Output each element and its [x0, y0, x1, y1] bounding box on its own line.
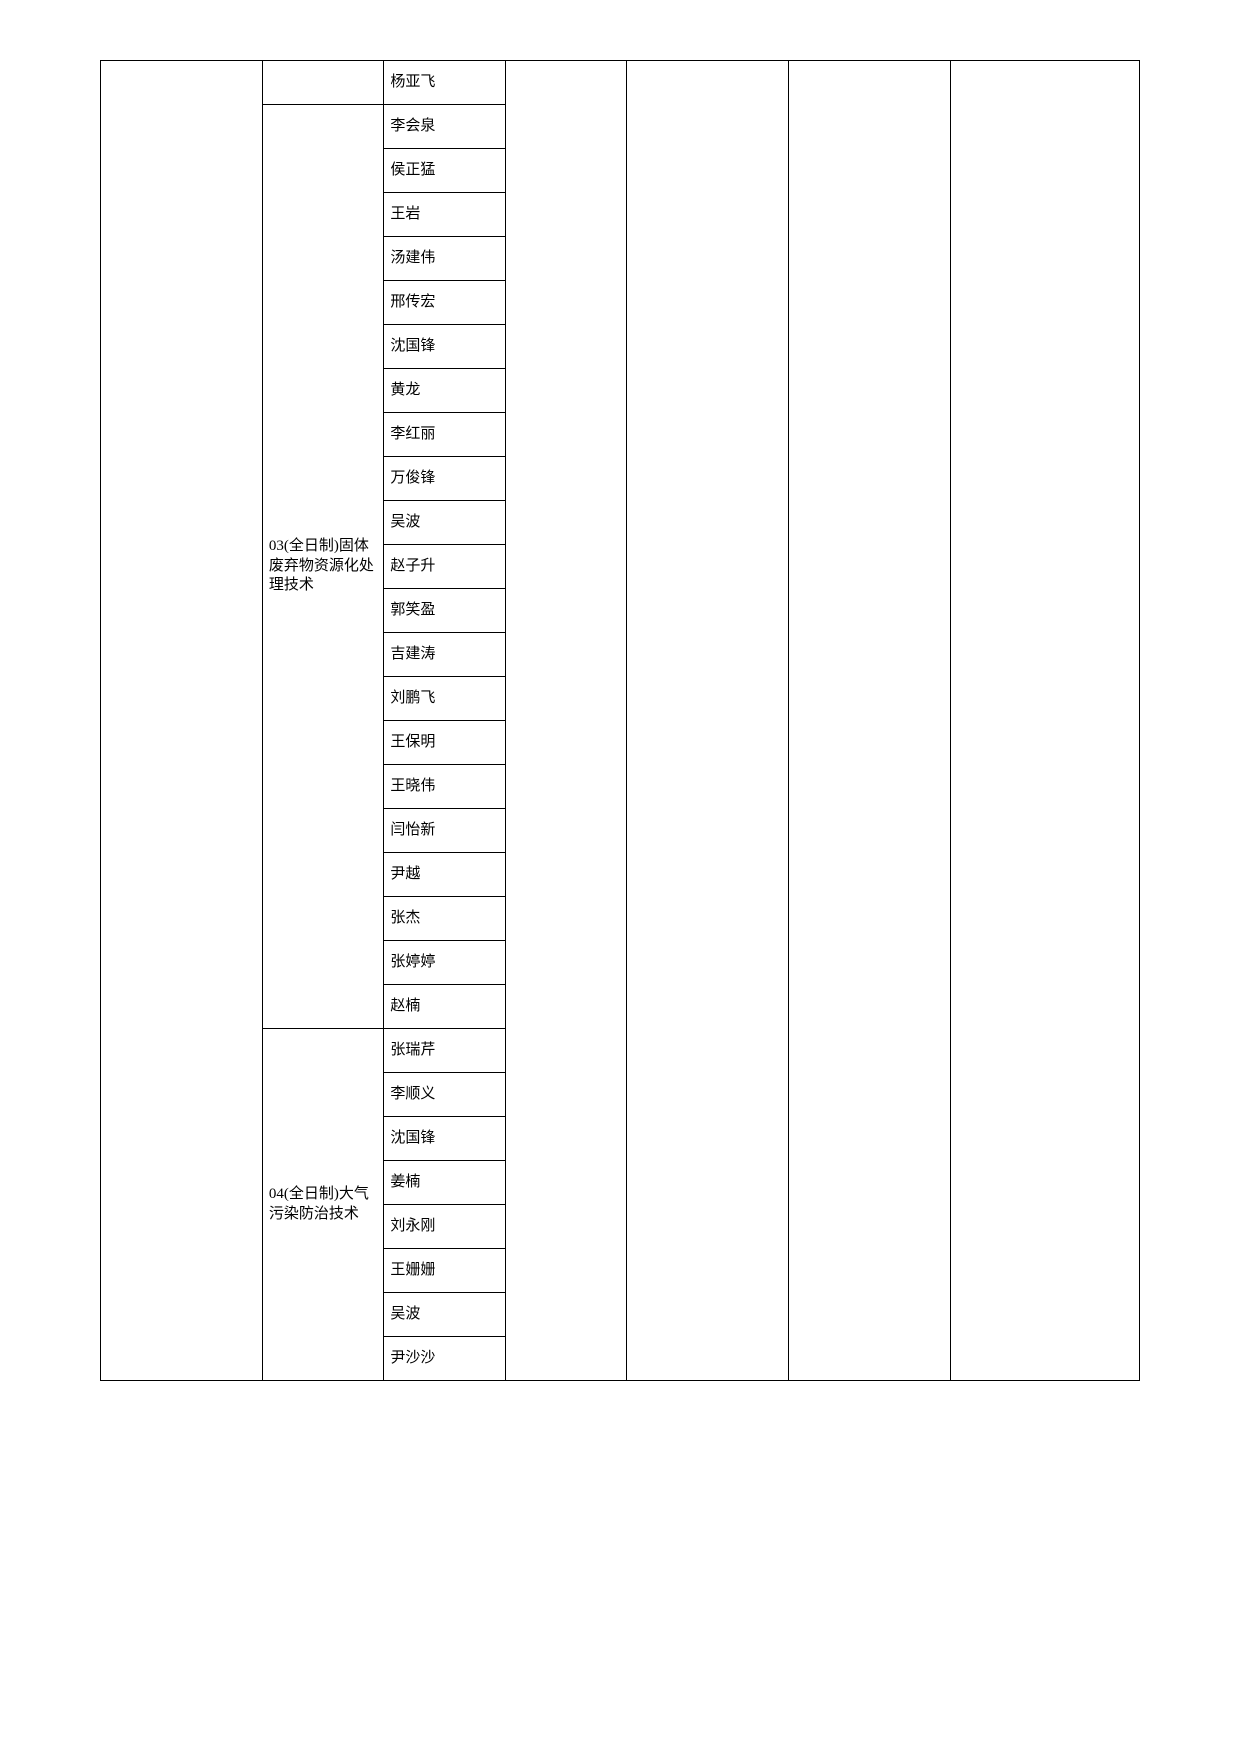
- name-cell: 赵楠: [384, 985, 505, 1029]
- category-cell: [262, 61, 383, 105]
- name-cell: 汤建伟: [384, 237, 505, 281]
- name-cell: 吉建涛: [384, 633, 505, 677]
- name-cell: 邢传宏: [384, 281, 505, 325]
- name-cell: 沈国锋: [384, 325, 505, 369]
- name-cell: 王岩: [384, 193, 505, 237]
- name-cell: 李会泉: [384, 105, 505, 149]
- name-cell: 杨亚飞: [384, 61, 505, 105]
- name-cell: 闫怡新: [384, 809, 505, 853]
- category-cell: 04(全日制)大气污染防治技术: [262, 1029, 383, 1381]
- name-cell: 刘鹏飞: [384, 677, 505, 721]
- name-cell: 万俊锋: [384, 457, 505, 501]
- personnel-table: 杨亚飞03(全日制)固体废弃物资源化处理技术李会泉侯正猛王岩汤建伟邢传宏沈国锋黄…: [100, 60, 1140, 1381]
- col5-cell: [627, 61, 789, 1381]
- name-cell: 尹越: [384, 853, 505, 897]
- col4-cell: [505, 61, 626, 1381]
- col7-cell: [951, 61, 1140, 1381]
- name-cell: 黄龙: [384, 369, 505, 413]
- name-cell: 王保明: [384, 721, 505, 765]
- name-cell: 刘永刚: [384, 1205, 505, 1249]
- name-cell: 赵子升: [384, 545, 505, 589]
- name-cell: 张杰: [384, 897, 505, 941]
- name-cell: 张婷婷: [384, 941, 505, 985]
- name-cell: 王姗姗: [384, 1249, 505, 1293]
- category-cell: 03(全日制)固体废弃物资源化处理技术: [262, 105, 383, 1029]
- name-cell: 郭笑盈: [384, 589, 505, 633]
- name-cell: 吴波: [384, 501, 505, 545]
- name-cell: 李红丽: [384, 413, 505, 457]
- name-cell: 王晓伟: [384, 765, 505, 809]
- name-cell: 尹沙沙: [384, 1337, 505, 1381]
- name-cell: 李顺义: [384, 1073, 505, 1117]
- name-cell: 姜楠: [384, 1161, 505, 1205]
- col1-cell: [101, 61, 263, 1381]
- table-row: 杨亚飞: [101, 61, 1140, 105]
- name-cell: 沈国锋: [384, 1117, 505, 1161]
- col6-cell: [789, 61, 951, 1381]
- name-cell: 侯正猛: [384, 149, 505, 193]
- name-cell: 吴波: [384, 1293, 505, 1337]
- name-cell: 张瑞芹: [384, 1029, 505, 1073]
